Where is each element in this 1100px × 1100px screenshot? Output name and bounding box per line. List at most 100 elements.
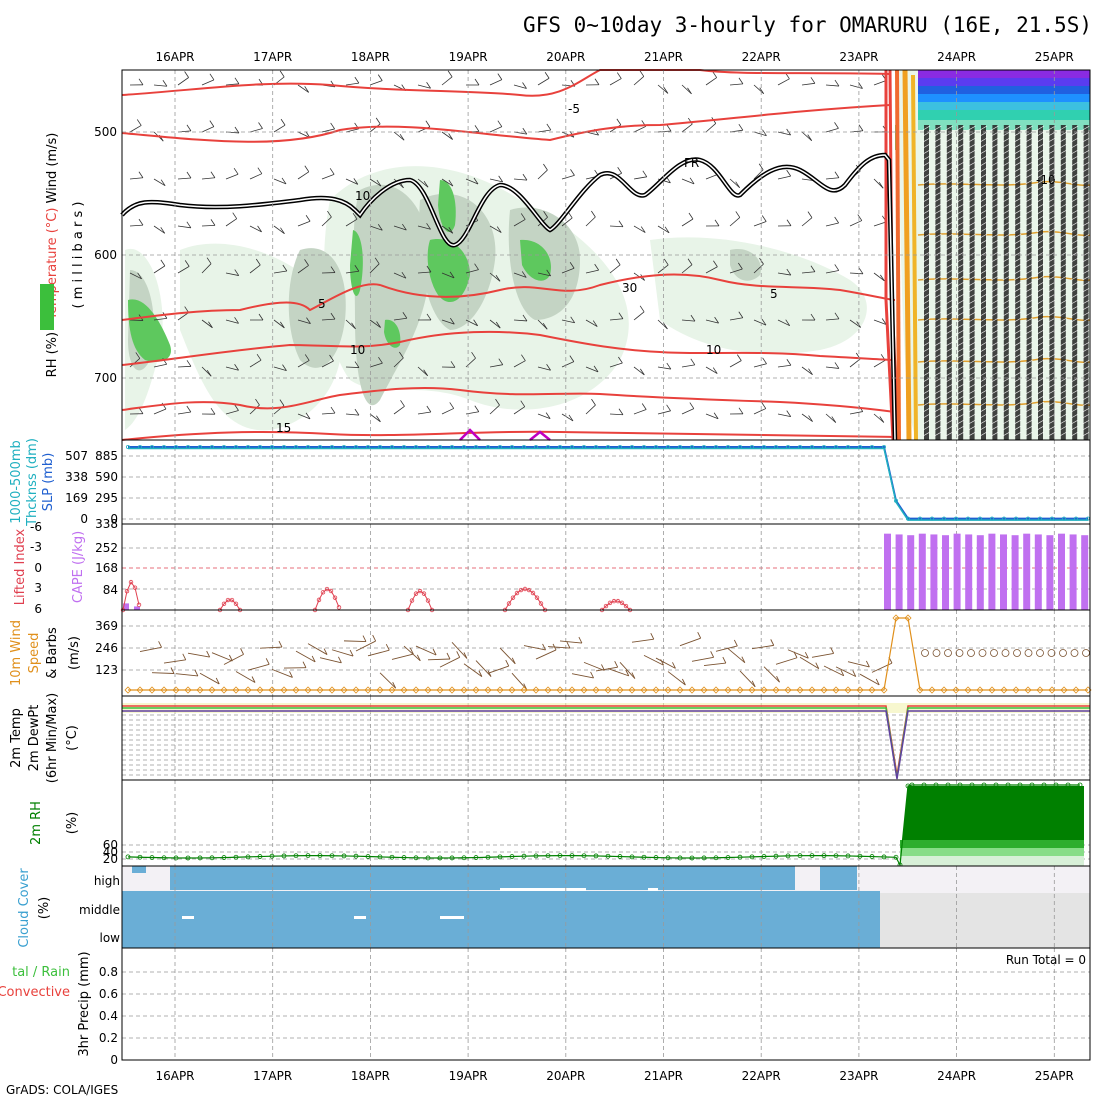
slp-point [750, 444, 755, 449]
temperature-contour [884, 70, 895, 441]
wind-barb [369, 225, 383, 231]
thk-tick: 169 [65, 491, 88, 505]
wind-barb-flag [666, 404, 671, 412]
hatch-stroke [934, 203, 942, 209]
wind-barb-flag [689, 177, 695, 185]
wind10-speed-point [832, 686, 840, 694]
cape-bar [1011, 535, 1019, 610]
hatch-stroke [979, 209, 988, 215]
wind-barb-flag [448, 133, 453, 140]
rh2m-point [665, 855, 671, 861]
hatch-stroke [1082, 323, 1090, 329]
wind10-calm [967, 649, 975, 657]
rh2m-point [605, 853, 611, 859]
wind-barb-flag [761, 318, 767, 326]
lifted-index-point [320, 590, 326, 595]
wind10-speed-point [148, 686, 156, 694]
wind10-barb-flag [614, 661, 619, 668]
wind-barb-flag [138, 171, 144, 178]
wind10-barb-flag [456, 651, 461, 658]
rh2m-point [881, 854, 887, 860]
hatch-stroke [1014, 287, 1022, 293]
hatch-stroke [991, 287, 999, 293]
rh-area [730, 249, 761, 281]
hatch-stroke [922, 173, 931, 179]
wind10-speed-point [460, 686, 468, 694]
wind-barb-flag [834, 79, 840, 87]
hatch-stroke [1002, 161, 1010, 167]
cape-tick: 338 [95, 517, 118, 531]
slp-point [570, 444, 575, 449]
wind-barb-flag [785, 319, 791, 326]
wind-barb-flag [639, 368, 645, 376]
wind10-barb [667, 671, 686, 686]
hatch-stroke [1048, 173, 1056, 179]
rh2m-point [545, 853, 551, 859]
hatch-stroke [1059, 335, 1067, 341]
hatch-stroke [1048, 431, 1056, 437]
wind-barb-flag [234, 317, 239, 324]
wind-barb [633, 311, 645, 321]
hatch-stroke [1014, 389, 1022, 395]
hatch-stroke [1059, 365, 1067, 371]
hatch-stroke [1002, 335, 1010, 341]
slp-point [930, 516, 935, 521]
top-date-label: 18APR [351, 50, 390, 64]
wind-barb-flag [377, 224, 383, 231]
wind-barb-flag [735, 181, 741, 188]
wind-barb [297, 84, 309, 93]
hatch-stroke [957, 383, 965, 389]
hatch-stroke [1002, 353, 1010, 359]
wind10-barb-flag [487, 670, 492, 677]
wind10-speed-point [172, 686, 180, 694]
wind-barb-flag [210, 171, 216, 178]
hatch-stroke [1071, 245, 1079, 251]
slp-point [738, 444, 743, 449]
lifted-index-point [518, 587, 524, 593]
hatch-stroke [979, 353, 988, 359]
wind10-speed-point [904, 614, 912, 622]
hatch-stroke [1014, 323, 1022, 329]
cape-bar [884, 533, 891, 610]
rh2m-point [833, 853, 839, 859]
wind10-speed-point [784, 686, 792, 694]
wind-barb-flag [592, 320, 598, 327]
wind-barb [225, 218, 237, 227]
hatch-stroke [991, 233, 999, 239]
hatch-stroke [979, 335, 988, 341]
hatch-stroke [1025, 347, 1033, 353]
wind-barb-flag [354, 76, 360, 84]
hatch-stroke [922, 203, 931, 209]
hatch-stroke [922, 413, 931, 419]
hatch-stroke [1025, 317, 1033, 323]
wind-barb [849, 84, 863, 89]
wind-barb-flag [615, 258, 621, 266]
hatch-stroke [979, 305, 988, 311]
hatch-stroke [945, 197, 953, 203]
hatch-stroke [1082, 125, 1090, 131]
hatch-stroke [1059, 383, 1067, 389]
hatch-stroke [1071, 431, 1079, 437]
hatch-stroke [1025, 371, 1033, 377]
slp-point [353, 444, 358, 449]
wind-barb [753, 131, 767, 137]
wind-barb-flag [738, 262, 743, 270]
hatch-stroke [1082, 209, 1090, 215]
hatch-stroke [934, 197, 942, 203]
precip-panel: Run Total = 0 0.8 0.6 0.4 0.2 0 tal / Ra… [0, 947, 1091, 1067]
hatch-stroke [945, 155, 953, 161]
post-23apr-layer [918, 70, 1090, 130]
wind-barb-flag [138, 78, 144, 86]
hatch-stroke [1036, 137, 1045, 143]
rh2m-point [689, 855, 695, 861]
wind10-barb-flag [566, 641, 571, 649]
wind10-barb [463, 663, 483, 677]
wind-barb-flag [616, 118, 622, 126]
hatch-stroke [1002, 155, 1010, 161]
rh2m-label: 2m RH [29, 801, 44, 845]
hatch-stroke [1014, 257, 1022, 263]
wind-barb-flag [160, 259, 166, 267]
hatch-stroke [979, 161, 988, 167]
wind10-barb-flag [650, 632, 655, 640]
lifted-index-line [504, 588, 546, 611]
